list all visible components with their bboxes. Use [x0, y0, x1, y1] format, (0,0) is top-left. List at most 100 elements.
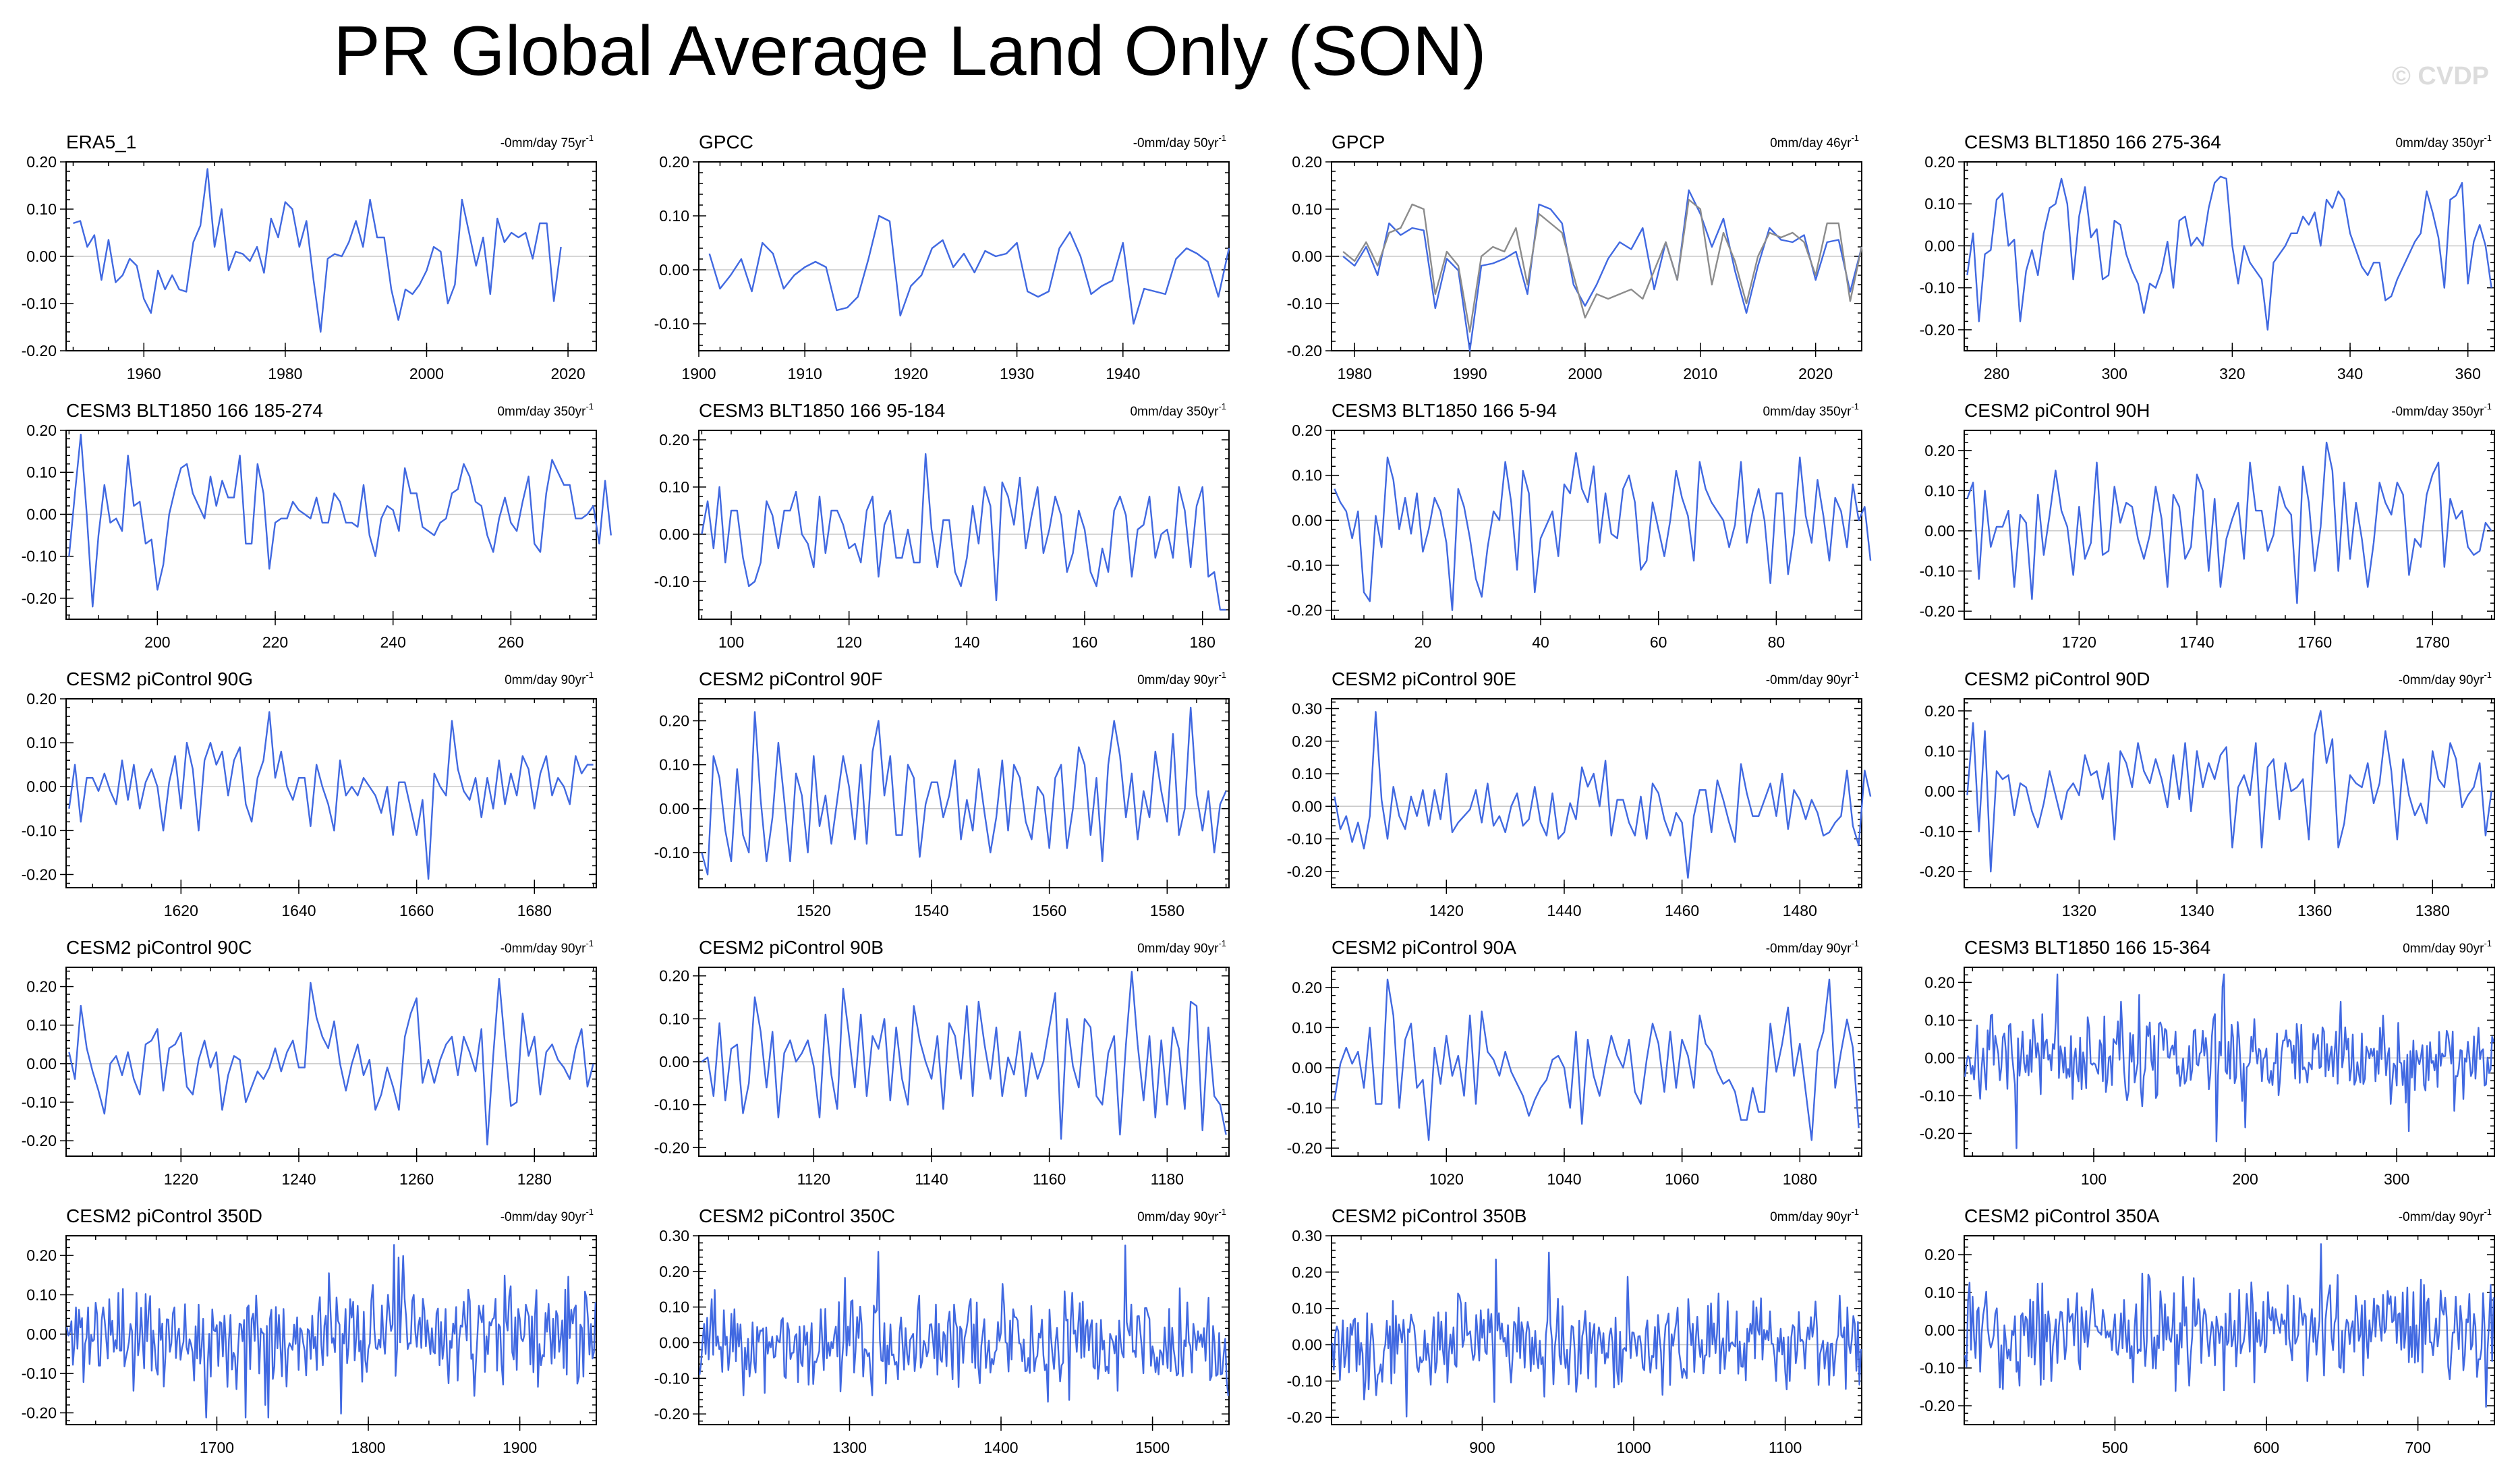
x-tick-label: 1300 [832, 1439, 867, 1456]
series-line [1331, 1251, 1862, 1418]
trend-label: -0mm/day 90yr-1 [1766, 670, 1859, 687]
trend-label: 0mm/day 350yr-1 [1763, 401, 1859, 419]
y-tick-label: -0.10 [654, 1096, 689, 1114]
x-tick-label: 180 [1190, 633, 1216, 651]
y-tick-label: -0.10 [654, 1369, 689, 1387]
x-tick-label: 100 [2081, 1170, 2107, 1188]
y-tick-label: 0.10 [659, 756, 689, 774]
series-line [708, 215, 1230, 325]
x-tick-label: 1580 [1150, 902, 1184, 919]
y-tick-label: 0.00 [26, 1055, 57, 1073]
trend-label: -0mm/day 90yr-1 [1766, 938, 1859, 956]
x-tick-label: 1660 [399, 902, 434, 919]
series-line [1966, 441, 2492, 604]
x-tick-label: 1320 [2062, 902, 2096, 919]
x-tick-label: 120 [836, 633, 862, 651]
panel: CESM2 piControl 350B 0mm/day 90yr-1 0.30 0.… [1287, 1205, 1862, 1456]
trend-label: 0mm/day 90yr-1 [1770, 1207, 1859, 1224]
y-tick-label: -0.20 [1920, 602, 1955, 620]
y-tick-label: 0.00 [659, 1053, 689, 1071]
y-tick-label: 0.20 [26, 1247, 57, 1264]
y-tick-label: 0.20 [1292, 422, 1322, 439]
x-tick-label: 1760 [2297, 633, 2332, 651]
x-tick-label: 1740 [2179, 633, 2214, 651]
y-tick-label: 0.10 [26, 734, 57, 751]
panel: CESM2 piControl 90B 0mm/day 90yr-1 0.20 0.1… [654, 937, 1230, 1188]
y-tick-label: -0.20 [1287, 342, 1322, 360]
x-tick-label: 220 [262, 633, 288, 651]
trend-superscript: -1 [1218, 1207, 1226, 1217]
x-tick-label: 900 [1469, 1439, 1495, 1456]
trend-label: -0mm/day 90yr-1 [501, 938, 594, 956]
panel-title: CESM3 BLT1850 166 185-274 [66, 400, 323, 421]
x-tick-label: 200 [144, 633, 170, 651]
series-line [1966, 710, 2492, 873]
x-tick-label: 1680 [517, 902, 552, 919]
trend-superscript: -1 [585, 133, 594, 143]
x-tick-label: 1160 [1033, 1170, 1066, 1188]
panel: CESM3 BLT1850 166 185-274 0mm/day 350yr-1… [22, 400, 612, 651]
plot-frame [1331, 967, 1862, 1157]
y-tick-label: -0.20 [22, 590, 57, 607]
y-tick-label: -0.10 [22, 295, 57, 312]
x-tick-label: 1520 [797, 902, 831, 919]
x-tick-label: 2020 [550, 365, 585, 382]
trend-superscript: -1 [585, 670, 594, 680]
y-tick-label: 0.30 [1292, 700, 1322, 717]
trend-superscript: -1 [1851, 1207, 1859, 1217]
trend-label: -0mm/day 50yr-1 [1133, 133, 1226, 150]
series-line [701, 453, 1226, 611]
x-tick-label: 300 [2102, 365, 2127, 382]
x-tick-label: 1180 [1151, 1170, 1184, 1188]
y-tick-label: 0.20 [659, 967, 689, 985]
x-tick-label: 260 [498, 633, 523, 651]
trend-superscript: -1 [1851, 670, 1859, 680]
y-tick-label: 0.00 [26, 1325, 57, 1343]
x-tick-label: 100 [718, 633, 744, 651]
x-tick-label: 1800 [351, 1439, 385, 1456]
cvdp-watermark: © CVDP [2391, 62, 2489, 90]
series-line [1964, 973, 2495, 1149]
y-tick-label: -0.10 [22, 1365, 57, 1382]
y-tick-label: 0.10 [1292, 467, 1322, 484]
y-tick-label: 0.10 [1292, 765, 1322, 782]
series-line [701, 706, 1227, 876]
y-tick-label: 0.10 [1924, 1284, 1955, 1301]
y-tick-label: 0.20 [26, 422, 57, 439]
panel: CESM2 piControl 350A -0mm/day 90yr-1 0.20 0… [1920, 1205, 2495, 1456]
panel: CESM2 piControl 90F 0mm/day 90yr-1 0.20 0.1… [654, 668, 1230, 919]
trend-superscript: -1 [1218, 670, 1226, 680]
y-tick-label: -0.10 [1287, 1372, 1322, 1390]
panel: CESM3 BLT1850 166 5-94 0mm/day 350yr-1 0.2… [1287, 400, 1872, 651]
x-tick-label: 60 [1650, 633, 1667, 651]
series-line [1966, 175, 2492, 331]
y-tick-label: 0.00 [1924, 1049, 1955, 1066]
x-tick-label: 1940 [1106, 365, 1140, 382]
y-tick-label: 0.00 [1292, 1059, 1322, 1077]
x-tick-label: 1640 [281, 902, 316, 919]
trend-label: -0mm/day 350yr-1 [2391, 401, 2492, 419]
y-tick-label: 0.10 [26, 463, 57, 481]
x-tick-label: 1960 [127, 365, 161, 382]
y-tick-label: 0.20 [659, 153, 689, 171]
plot-frame [698, 161, 1230, 351]
page-title: PR Global Average Land Only (SON) [333, 12, 1487, 90]
y-tick-label: 0.20 [1924, 442, 1955, 459]
x-tick-label: 1980 [268, 365, 302, 382]
x-tick-label: 1260 [399, 1170, 434, 1188]
series-line [1342, 198, 1863, 333]
y-tick-label: -0.10 [654, 573, 689, 590]
x-tick-label: 1560 [1032, 902, 1066, 919]
y-tick-label: 0.20 [1292, 153, 1322, 171]
x-tick-label: 200 [2232, 1170, 2258, 1188]
series-line [68, 711, 594, 880]
trend-label: 0mm/day 350yr-1 [1130, 401, 1226, 419]
y-tick-label: 0.00 [659, 1334, 689, 1351]
trend-label: -0mm/day 90yr-1 [2399, 670, 2492, 687]
panel-title: CESM2 piControl 90C [66, 937, 252, 958]
y-tick-label: 0.20 [1924, 973, 1955, 991]
series-line [698, 1245, 1230, 1403]
plot-frame [1964, 430, 2495, 620]
y-tick-label: 0.20 [1924, 1246, 1955, 1263]
